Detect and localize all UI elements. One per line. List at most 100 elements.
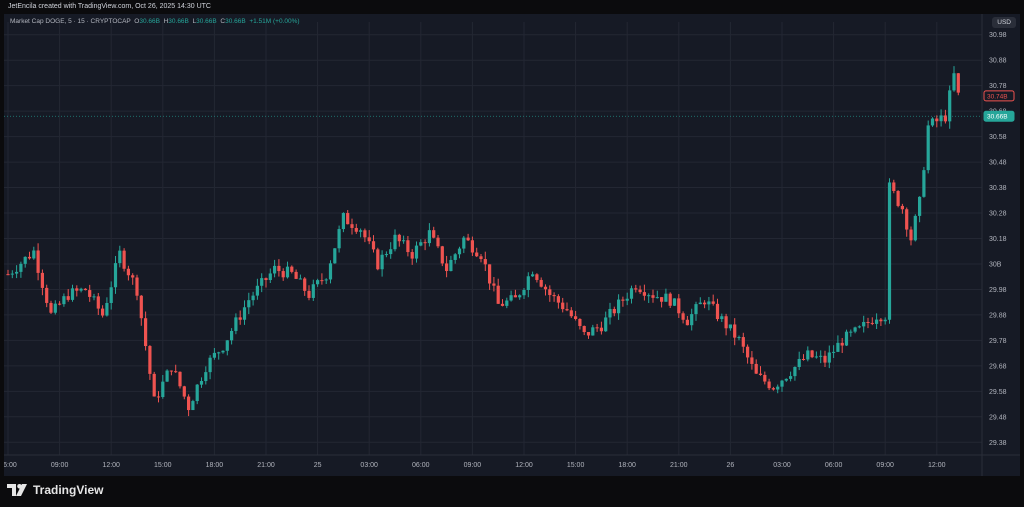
x-tick-label: 21:00 [257, 462, 275, 469]
candle-body [311, 284, 315, 298]
y-tick-label: 29.98 [989, 287, 1007, 294]
candle-body [526, 276, 530, 290]
candle-body [685, 319, 689, 326]
candle-body [535, 274, 539, 280]
candle-body [552, 295, 556, 297]
candle-body [608, 308, 612, 318]
candle-body [926, 125, 930, 171]
y-tick-label: 29.88 [989, 312, 1007, 319]
candle-body [105, 302, 109, 316]
candle-body [225, 340, 229, 351]
candle-body [187, 396, 191, 411]
candle-body [320, 280, 324, 282]
candle-body [23, 256, 27, 264]
candle-body [905, 209, 909, 230]
candle-body [126, 268, 130, 276]
price-tag-label: 30.74B [987, 93, 1008, 100]
candle-body [135, 277, 139, 296]
candle-body [178, 371, 182, 387]
candle-body [556, 296, 560, 303]
candle-body [148, 346, 152, 374]
candle-body [204, 372, 208, 382]
candle-body [612, 308, 616, 314]
candle-body [844, 331, 849, 346]
candle-body [15, 271, 19, 274]
candle-body [642, 292, 646, 296]
candle-body [509, 295, 513, 301]
candle-body [948, 90, 952, 122]
x-tick-label: 06:00 [4, 462, 17, 469]
x-tick-label: 09:00 [51, 462, 69, 469]
candle-body [737, 337, 741, 339]
x-tick-label: 12:00 [928, 462, 946, 469]
candle-body [479, 256, 483, 260]
candle-body [574, 316, 578, 319]
candle-body [462, 237, 466, 249]
candle-body [810, 350, 814, 358]
y-tick-label: 29.68 [989, 363, 1007, 370]
candle-body [518, 295, 522, 298]
candle-body [531, 274, 535, 277]
candle-body [952, 73, 956, 91]
candle-body [956, 73, 960, 93]
tradingview-logo[interactable]: TradingView [7, 483, 103, 497]
candle-body [27, 256, 32, 259]
x-tick-label: 09:00 [876, 462, 894, 469]
candle-body [402, 240, 406, 242]
candle-body [384, 254, 388, 256]
candle-body [208, 357, 212, 373]
candle-body [711, 301, 715, 304]
candle-body [548, 289, 552, 296]
candle-body [492, 283, 496, 286]
candle-body [943, 115, 947, 122]
candle-body [483, 259, 487, 265]
candle-body [144, 318, 148, 347]
candle-body [870, 322, 874, 324]
candle-body [625, 298, 629, 301]
candle-body [83, 288, 87, 291]
candle-body [40, 272, 44, 288]
candle-body [191, 401, 195, 411]
candle-body [629, 288, 634, 299]
candle-body [862, 321, 866, 327]
x-tick-label: 15:00 [154, 462, 172, 469]
low-value: 30.66B [196, 18, 217, 25]
candle-body [376, 249, 380, 270]
currency-button[interactable]: USD [992, 17, 1016, 28]
candle-body [169, 370, 173, 372]
candle-body [780, 380, 784, 387]
x-tick-label: 03:00 [773, 462, 791, 469]
candle-body [268, 273, 272, 281]
candle-body [621, 299, 625, 301]
candle-body [879, 319, 883, 322]
x-tick-label: 26 [727, 462, 735, 469]
candle-body [58, 303, 62, 305]
candle-body [371, 241, 376, 250]
candle-body [763, 374, 767, 382]
candle-body [935, 118, 939, 122]
price-tag-label: 30.66B [987, 114, 1008, 121]
candle-body [591, 327, 595, 336]
candle-body [131, 275, 135, 278]
candle-body [53, 303, 57, 313]
plot-background [4, 14, 1020, 476]
candle-body [285, 266, 290, 278]
candlestick-chart[interactable]: 30.9830.8830.7830.6830.5830.4830.3830.28… [4, 14, 1020, 476]
candle-body [230, 330, 234, 341]
y-tick-label: 30.48 [989, 160, 1007, 167]
candle-body [457, 248, 462, 255]
candle-body [436, 237, 440, 247]
y-tick-label: 30.18 [989, 236, 1007, 243]
candle-body [703, 302, 707, 305]
candle-body [496, 285, 500, 304]
candle-body [316, 280, 320, 285]
candle-body [569, 310, 573, 317]
candle-body [466, 237, 470, 241]
candle-body [199, 381, 204, 385]
candle-body [930, 118, 935, 126]
x-tick-label: 09:00 [464, 462, 482, 469]
candle-body [707, 301, 711, 305]
candle-body [728, 324, 732, 329]
candle-body [118, 250, 122, 264]
candle-body [92, 296, 96, 298]
